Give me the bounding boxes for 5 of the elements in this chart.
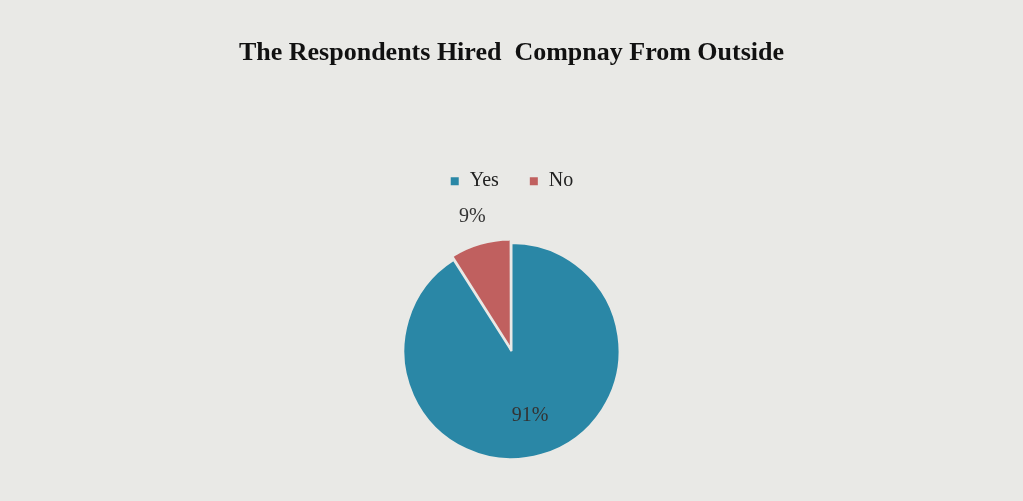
legend-label: Yes <box>469 168 500 191</box>
data-label: 9% <box>459 203 486 226</box>
data-label: 91% <box>511 402 549 425</box>
chart-title: The Respondents Hired Compnay From Outside <box>238 37 785 67</box>
legend-label: No <box>548 168 574 191</box>
